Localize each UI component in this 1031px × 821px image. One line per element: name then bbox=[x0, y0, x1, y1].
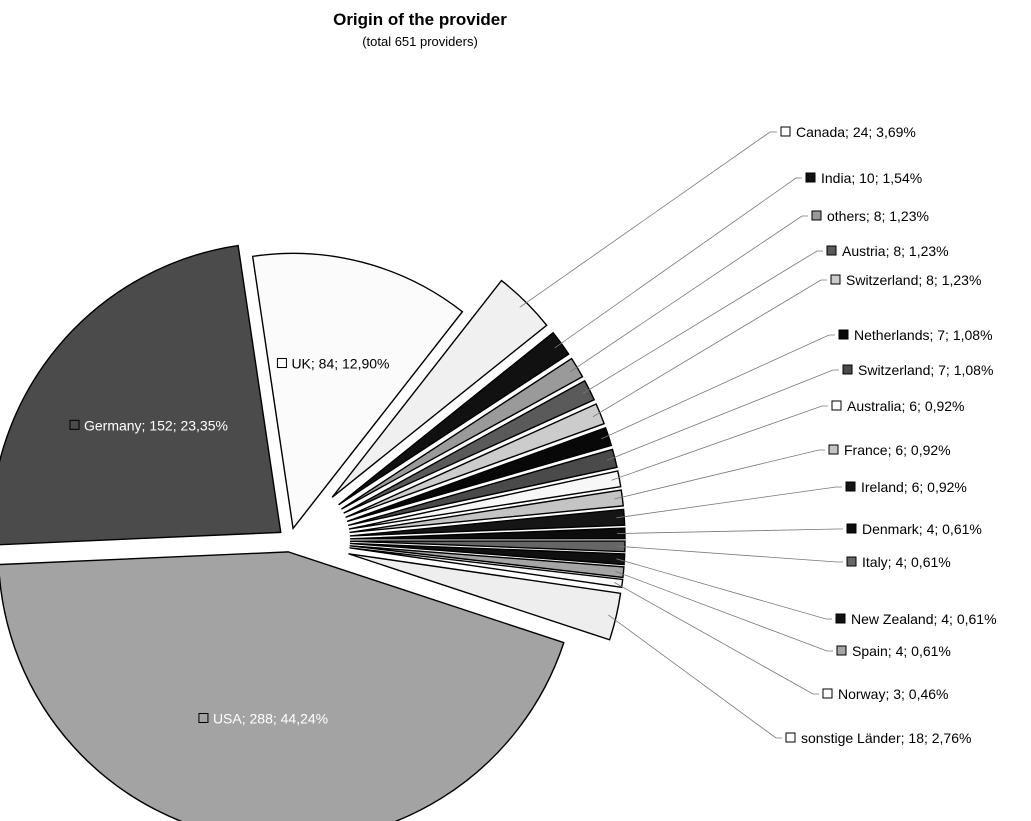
leader-line bbox=[606, 369, 839, 461]
leader-line bbox=[570, 215, 808, 372]
legend-marker bbox=[845, 481, 856, 492]
pie-slice-switzerland bbox=[347, 448, 618, 527]
pie-slice-uk bbox=[251, 252, 464, 531]
pie-slice-spain bbox=[349, 545, 625, 579]
data-label: Canada; 24; 3,69% bbox=[796, 124, 916, 140]
data-label: Switzerland; 8; 1,23% bbox=[846, 272, 981, 288]
leader-line bbox=[616, 545, 843, 563]
pie-slice-norway bbox=[349, 547, 624, 589]
data-label: UK; 84; 12,90% bbox=[291, 356, 389, 372]
chart-title: Origin of the provider bbox=[333, 10, 507, 29]
leader-line bbox=[614, 582, 819, 695]
legend-marker bbox=[805, 172, 816, 183]
leader-line bbox=[616, 486, 842, 519]
data-label: sonstige Länder; 18; 2,76% bbox=[801, 730, 971, 746]
leader-line bbox=[616, 558, 832, 620]
pie-slice-others bbox=[341, 357, 584, 510]
legend-marker bbox=[842, 364, 853, 375]
pie-slice-australia bbox=[348, 470, 622, 530]
leader-line bbox=[554, 177, 802, 349]
leader-line bbox=[582, 250, 823, 395]
pie-slice-canada bbox=[331, 279, 548, 498]
pie-slice-usa bbox=[0, 551, 565, 821]
legend-marker bbox=[830, 274, 841, 285]
legend-marker bbox=[785, 732, 796, 743]
legend-marker bbox=[822, 688, 833, 699]
legend-marker bbox=[780, 126, 791, 137]
data-label: Denmark; 4; 0,61% bbox=[862, 521, 982, 537]
data-label: Italy; 4; 0,61% bbox=[862, 554, 951, 570]
pie-slice-new-zealand bbox=[349, 542, 626, 566]
pie-slice-netherlands bbox=[346, 426, 613, 523]
leader-line bbox=[616, 528, 843, 534]
legend-marker bbox=[846, 523, 857, 534]
legend-marker bbox=[198, 713, 209, 724]
data-label: Austria; 8; 1,23% bbox=[842, 243, 949, 259]
data-label: India; 10; 1,54% bbox=[821, 170, 922, 186]
pie-slice-ireland bbox=[349, 508, 626, 537]
data-label: Switzerland; 7; 1,08% bbox=[858, 362, 993, 378]
data-label: Ireland; 6; 0,92% bbox=[861, 479, 967, 495]
pie-slice-germany bbox=[0, 244, 282, 546]
data-label: USA; 288; 44,24% bbox=[213, 711, 328, 727]
data-label: Germany; 152; 23,35% bbox=[84, 417, 228, 433]
pie-slices bbox=[0, 244, 626, 821]
legend-marker bbox=[826, 245, 837, 256]
leader-line bbox=[592, 279, 827, 418]
pie-slice-france bbox=[349, 489, 625, 534]
slice-labels: Canada; 24; 3,69% India; 10; 1,54% others;… bbox=[69, 124, 997, 746]
leader-line bbox=[614, 449, 825, 500]
legend-marker bbox=[69, 419, 80, 430]
pie-slice-austria bbox=[343, 379, 596, 514]
data-label: others; 8; 1,23% bbox=[827, 208, 929, 224]
leader-line bbox=[519, 131, 777, 308]
leader-line bbox=[600, 334, 835, 440]
data-label: Australia; 6; 0,92% bbox=[847, 398, 965, 414]
legend-marker bbox=[276, 358, 287, 369]
data-label: Spain; 4; 0,61% bbox=[852, 643, 951, 659]
legend-marker bbox=[811, 210, 822, 221]
data-label: Netherlands; 7; 1,08% bbox=[854, 327, 993, 343]
legend-marker bbox=[838, 329, 849, 340]
legend-marker bbox=[846, 556, 857, 567]
data-label: Norway; 3; 0,46% bbox=[838, 686, 949, 702]
leader-line bbox=[611, 405, 828, 481]
pie-slice-italy bbox=[349, 540, 626, 553]
legend-marker bbox=[831, 400, 842, 411]
leader-line bbox=[608, 614, 782, 739]
pie-slice-switzerland bbox=[345, 403, 606, 519]
data-label: France; 6; 0,92% bbox=[844, 442, 951, 458]
chart-subtitle: (total 651 providers) bbox=[362, 34, 478, 49]
data-label: New Zealand; 4; 0,61% bbox=[851, 611, 997, 627]
legend-marker bbox=[828, 444, 839, 455]
legend-marker bbox=[835, 613, 846, 624]
leader-lines bbox=[519, 131, 843, 739]
legend-marker bbox=[836, 645, 847, 656]
pie-slice-sonstige-l-nder bbox=[348, 553, 622, 641]
leader-line bbox=[615, 571, 833, 652]
